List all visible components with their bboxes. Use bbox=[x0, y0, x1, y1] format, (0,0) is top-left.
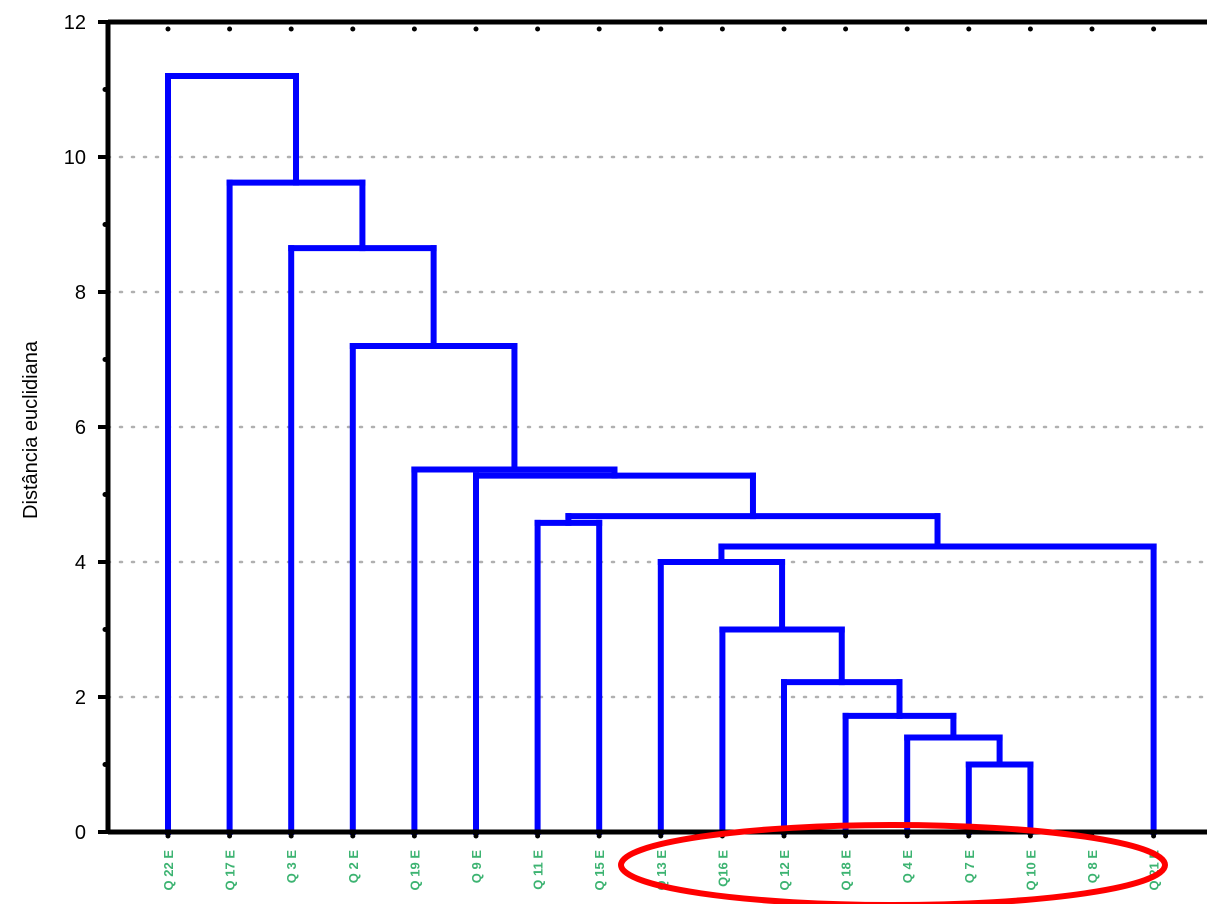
top-frame-tick bbox=[165, 26, 171, 32]
x-tick bbox=[843, 833, 849, 839]
x-tick bbox=[904, 833, 910, 839]
x-tick bbox=[1151, 833, 1157, 839]
top-frame-tick bbox=[719, 26, 725, 32]
leaf-label: Q 10 E bbox=[1023, 850, 1038, 891]
leaf-label: Q 15 E bbox=[592, 850, 607, 891]
leaf-label: Q 13 E bbox=[654, 850, 669, 891]
x-tick bbox=[473, 833, 479, 839]
top-frame-tick bbox=[535, 26, 541, 32]
x-tick bbox=[596, 833, 602, 839]
highlight-ellipse bbox=[618, 822, 1168, 904]
leaf-label: Q 8 E bbox=[1085, 850, 1100, 884]
top-frame-tick bbox=[966, 26, 972, 32]
top-frame-tick bbox=[288, 26, 294, 32]
x-tick bbox=[1027, 833, 1033, 839]
top-frame-tick bbox=[1151, 26, 1157, 32]
leaf-label: Q 4 E bbox=[900, 850, 915, 884]
x-tick bbox=[781, 833, 787, 839]
y-tick-label: 0 bbox=[75, 822, 86, 844]
y-tick-label: 8 bbox=[75, 282, 86, 304]
x-tick bbox=[350, 833, 356, 839]
top-frame-tick bbox=[1027, 26, 1033, 32]
top-frame-tick bbox=[904, 26, 910, 32]
top-frame-tick bbox=[843, 26, 849, 32]
leaf-label: Q 9 E bbox=[469, 850, 484, 884]
leaf-label: Q 7 E bbox=[962, 850, 977, 884]
y-axis-label: Distância euclidiana bbox=[20, 340, 42, 519]
leaf-label: Q 22 E bbox=[161, 850, 176, 891]
top-frame-tick bbox=[781, 26, 787, 32]
leaf-label: Q 19 E bbox=[407, 850, 422, 891]
dendrogram-branches bbox=[165, 73, 1157, 835]
y-tick-label: 4 bbox=[75, 552, 86, 574]
leaf-label: Q 18 E bbox=[839, 850, 854, 891]
top-frame-tick bbox=[473, 26, 479, 32]
highlight-ellipse-shape bbox=[618, 822, 1168, 904]
leaf-label: Q16 E bbox=[715, 850, 730, 887]
x-tick bbox=[288, 833, 294, 839]
x-tick bbox=[165, 833, 171, 839]
x-tick bbox=[227, 833, 233, 839]
x-tick bbox=[966, 833, 972, 839]
top-frame-tick bbox=[227, 26, 233, 32]
x-tick bbox=[658, 833, 664, 839]
y-tick-label: 2 bbox=[75, 687, 86, 709]
top-frame-tick bbox=[658, 26, 664, 32]
leaf-label: Q 12 E bbox=[777, 850, 792, 891]
y-tick-label: 6 bbox=[75, 417, 86, 439]
y-tick-label: 10 bbox=[64, 147, 86, 169]
y-tick-label: 12 bbox=[64, 12, 86, 34]
x-tick bbox=[411, 833, 417, 839]
leaf-label: Q 11 E bbox=[531, 850, 546, 890]
leaf-label: Q 3 E bbox=[284, 850, 299, 884]
leaf-label: Q 17 E bbox=[223, 850, 238, 891]
top-frame-tick bbox=[596, 26, 602, 32]
top-frame-tick bbox=[1089, 26, 1095, 32]
y-tick-labels: 0 2 4 6 8 10 12 bbox=[64, 12, 86, 844]
leaf-labels: Q 22 E Q 17 E Q 3 E Q 2 E Q 19 E Q 9 E Q 11 E Q… bbox=[161, 850, 1162, 891]
axes bbox=[98, 19, 1207, 839]
top-frame-tick bbox=[350, 26, 356, 32]
top-frame-tick bbox=[411, 26, 417, 32]
leaf-label: Q 2 E bbox=[346, 850, 361, 884]
x-tick bbox=[535, 833, 541, 839]
grid-lines bbox=[106, 155, 1207, 699]
